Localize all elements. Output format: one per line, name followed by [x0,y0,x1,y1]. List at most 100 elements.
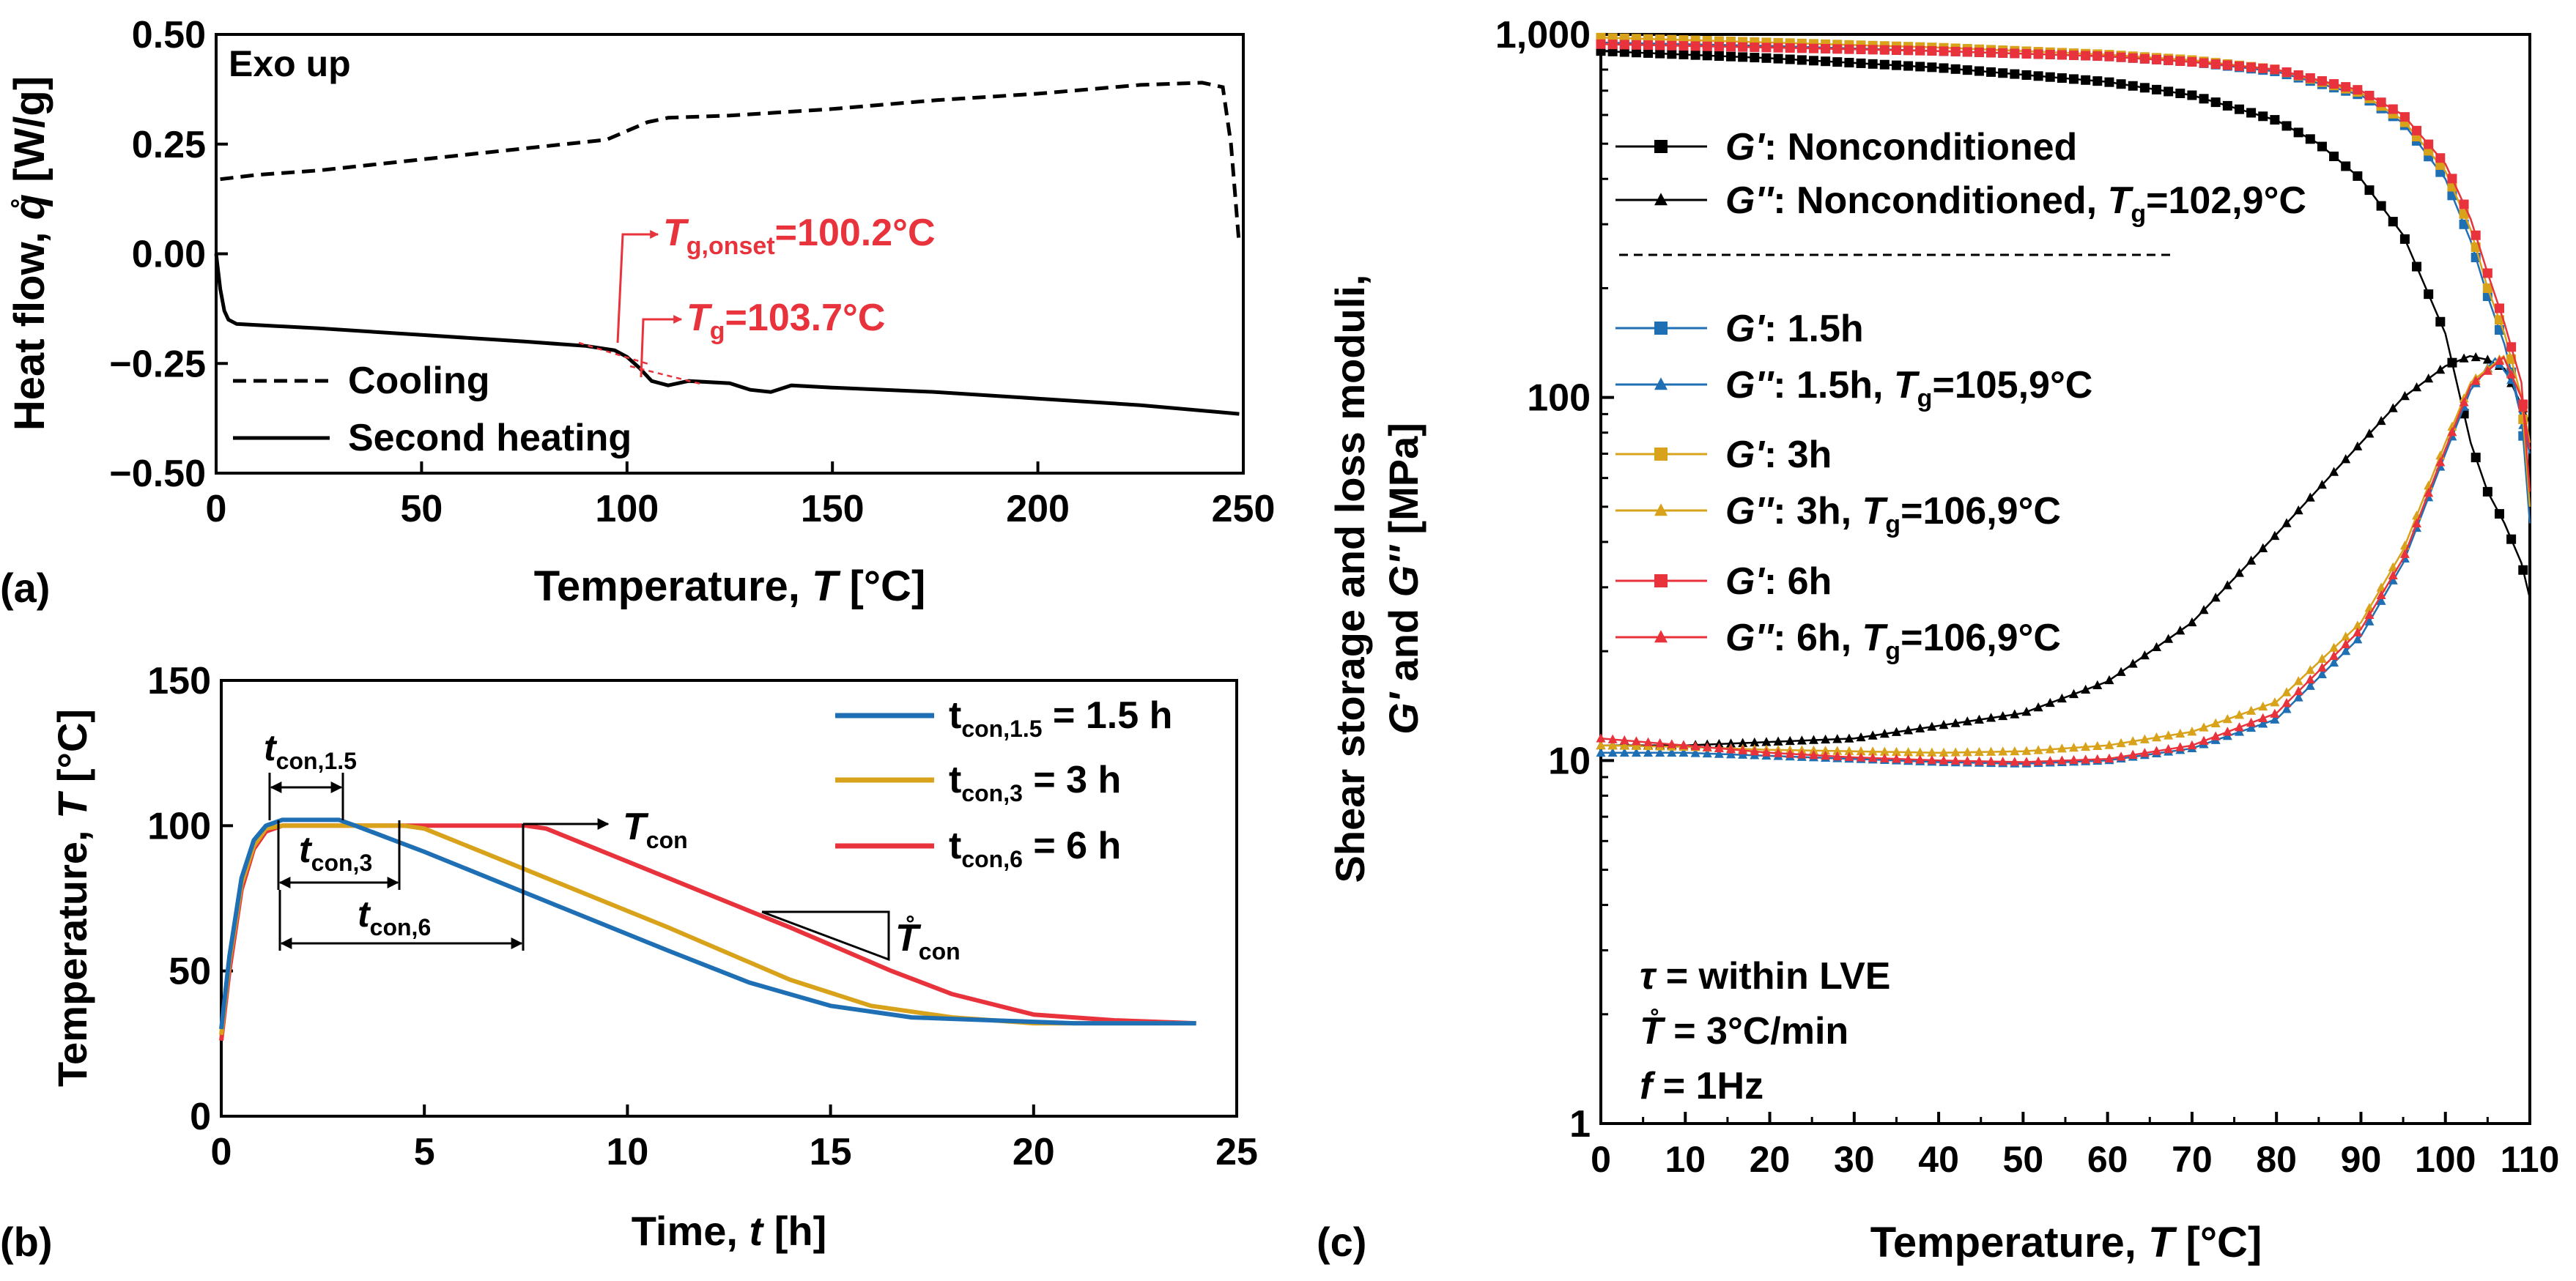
data-point [2281,697,2292,708]
data-point [2104,51,2114,62]
data-point [1974,746,1984,757]
data-point [2281,518,2292,527]
data-point [2092,51,2103,62]
data-point [2424,373,2434,383]
tcon3-label: tcon,3 [299,829,372,876]
panel-a-ylabel: Heat flow, q̊ [W/g] [6,76,53,431]
data-point [2199,722,2209,732]
data-point [2187,740,2197,750]
data-point [1986,48,1996,58]
x-tick-label: 25 [1215,1131,1258,1173]
data-point [1856,746,1866,756]
data-point [2234,722,2244,732]
data-point [2329,152,2339,162]
data-point [2270,714,2280,724]
data-point [1679,747,1689,757]
data-point [1950,46,1961,56]
legend-b-label-3: tcon,6 = 6 h [949,825,1121,872]
data-point [2210,97,2221,108]
data-point [1903,754,1914,764]
data-point [1773,736,1783,746]
data-point [1903,725,1914,735]
data-point [1986,746,1996,756]
data-point [2293,692,2303,702]
data-point [1915,747,1925,757]
data-point [2234,710,2244,719]
x-tick-label: 50 [2003,1139,2044,1180]
data-point [2341,454,2351,464]
data-point [2151,642,2161,652]
series-7 [1596,355,2531,766]
data-point [1950,718,1961,727]
data-point [2021,746,2032,755]
legend-label: G'': Nonconditioned, Tg=102,9°C [1725,179,2306,228]
data-point [1974,756,1984,765]
data-point [2459,397,2469,406]
data-point [1844,751,1854,761]
series-line [1601,354,2531,747]
data-point [2057,743,2067,753]
data-point [2010,709,2020,719]
x-tick-label: 5 [414,1131,435,1173]
data-point [2293,676,2303,686]
data-point [1690,50,1700,60]
panel-c-legend: G': Nonconditioned G'': Nonconditioned, T… [1615,126,2306,665]
data-point [2270,708,2280,718]
data-point [2033,745,2043,754]
data-point [2495,509,2505,519]
data-point [2518,402,2528,412]
x-tick-label: 100 [2415,1139,2476,1180]
legend-cooling-label: Cooling [348,360,490,402]
data-point [2258,701,2268,711]
data-point [1619,735,1629,745]
tg-onset-leader [616,230,659,344]
data-point [2317,76,2327,86]
x-tick-label: 30 [1834,1139,1875,1180]
data-point [1821,44,1831,54]
data-point [1643,747,1654,757]
data-point [2199,735,2209,745]
data-point [2246,62,2257,73]
data-point [2399,549,2410,558]
data-point [2010,757,2020,766]
data-point [2010,69,2020,79]
data-point [2329,79,2339,89]
y-tick-label: 1 [1569,1103,1591,1146]
series-line-cooling [220,81,1241,245]
data-point [2116,52,2126,62]
data-point [2412,125,2422,135]
data-point [1607,734,1618,743]
data-point [2482,268,2492,278]
data-point [2518,565,2528,575]
data-point [2435,457,2446,467]
panel-b-dimension-annotations [268,773,890,962]
panel-a: 0 50 100 150 200 250 0.50 0.25 0.00 −0.25 −0.50 Ex… [0,14,1275,611]
data-point [2353,171,2363,181]
data-point [2364,185,2375,196]
panel-b-xlabel: Time, t [h] [632,1208,827,1254]
data-point [2258,713,2268,723]
y-tick-label: 100 [147,805,211,847]
data-point [1939,63,1949,73]
data-point [2341,631,2351,641]
legend-heating-label: Second heating [348,417,632,459]
data-point [1667,747,1677,757]
data-point [2305,73,2315,83]
data-point [1879,753,1890,762]
data-point [2199,604,2209,614]
legend-label: G': 6h [1725,560,1832,603]
data-point [2364,90,2375,100]
data-point [2151,746,2161,755]
legend-b-label-1: tcon,1.5 = 1.5 h [949,694,1172,742]
data-point [2222,580,2232,590]
data-point [1891,60,1901,70]
data-point [2424,488,2434,497]
data-point [2281,121,2292,131]
data-point [1844,44,1854,54]
data-point [1915,723,1925,733]
y-tick-label: 0.25 [132,124,206,166]
data-point [1844,58,1854,68]
data-point [1832,734,1843,743]
data-point [2175,728,2185,738]
data-point [2293,686,2303,696]
